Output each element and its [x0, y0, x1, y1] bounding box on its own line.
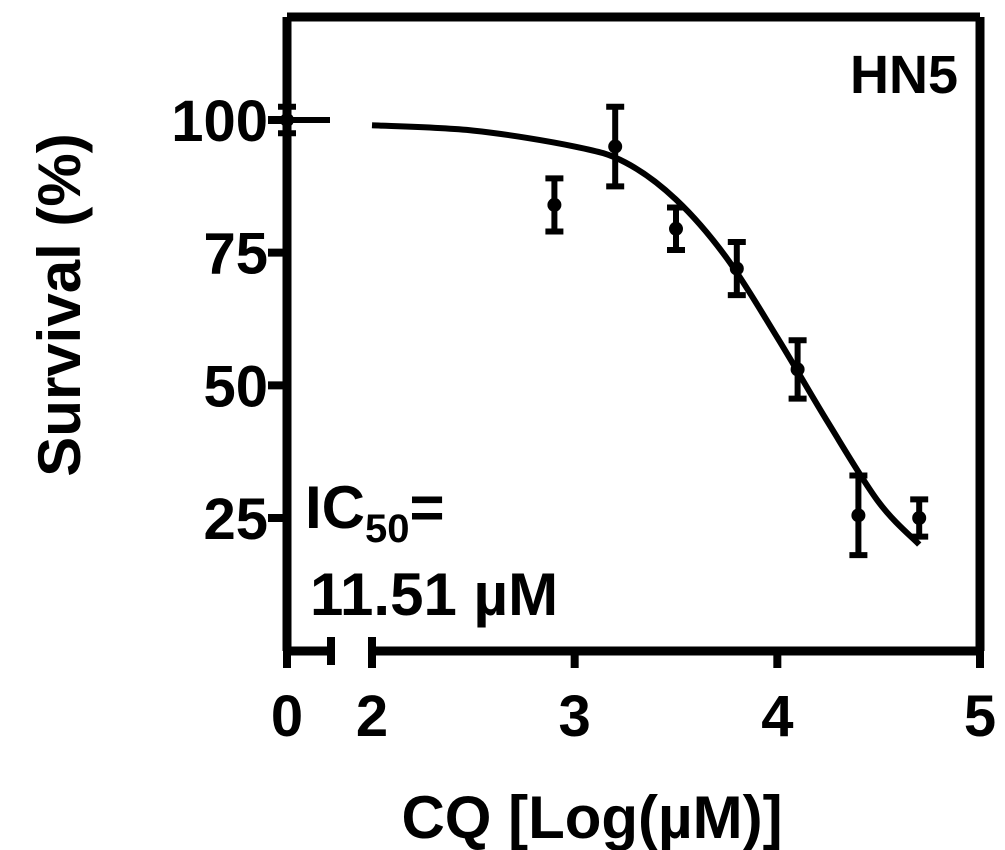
ic50-prefix: IC [305, 474, 365, 541]
y-tick-label: 100 [171, 89, 268, 154]
y-axis-title: Survival (%) [26, 133, 93, 476]
ic50-suffix: = [410, 474, 445, 541]
x-tick-label: 5 [964, 684, 996, 749]
data-point [912, 511, 927, 525]
ic50-value: 11.51 µM [310, 561, 558, 628]
y-tick-label: 25 [203, 487, 268, 552]
y-tick-group: 100 75 50 25 [171, 89, 287, 552]
data-point [851, 508, 866, 523]
data-point [547, 197, 562, 212]
x-tick-label: 0 [271, 684, 303, 749]
x-tick-label: 3 [559, 684, 591, 749]
x-tick-label: 2 [356, 684, 388, 749]
data-point-group [278, 103, 929, 559]
data-point [790, 362, 805, 377]
x-axis-title: CQ [Log(µM)] [401, 784, 782, 850]
data-point [280, 113, 294, 127]
fit-curve-group [287, 117, 922, 547]
data-point [729, 261, 744, 276]
x-tick-label: 4 [761, 684, 793, 749]
data-point [608, 139, 623, 154]
ic50-label: IC50= [305, 474, 445, 551]
y-tick-label: 75 [203, 222, 268, 287]
data-point [669, 221, 683, 236]
y-tick-label: 50 [203, 354, 268, 419]
panel-label: HN5 [850, 45, 958, 105]
ic50-subscript: 50 [365, 507, 410, 551]
fit-curve [371, 122, 922, 547]
